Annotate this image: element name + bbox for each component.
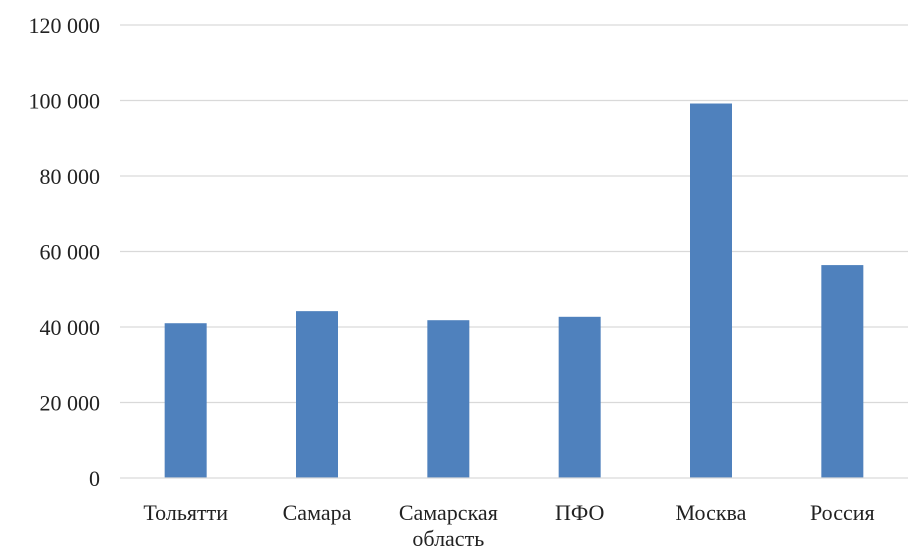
x-category-label-line: ПФО [555, 500, 604, 525]
x-category-label-line: Москва [676, 500, 747, 525]
x-category-label: Тольятти [143, 500, 228, 525]
x-category-label-line: Тольятти [143, 500, 228, 525]
bar [164, 323, 207, 478]
x-category-label-line: Россия [810, 500, 875, 525]
bar [427, 320, 470, 478]
bar [690, 103, 732, 479]
x-category-label: Самарская область [399, 500, 498, 548]
y-axis-tick-labels: 0 20 000 40 000 60 000 80 000 100 000 120 000 [29, 13, 101, 491]
bar [296, 311, 338, 478]
x-category-label: Россия [810, 500, 875, 525]
y-tick-label: 0 [89, 466, 100, 491]
y-tick-label: 60 000 [40, 240, 101, 265]
bar [821, 265, 864, 478]
y-tick-label: 120 000 [29, 13, 101, 38]
y-tick-label: 20 000 [40, 391, 101, 416]
x-category-label: ПФО [555, 500, 604, 525]
bar [558, 316, 601, 478]
x-category-label-line: Самарская [399, 500, 498, 525]
grid-lines [120, 24, 908, 404]
x-category-label: Москва [676, 500, 747, 525]
y-tick-label: 80 000 [40, 164, 101, 189]
bars [164, 103, 864, 479]
x-category-label: Самара [283, 500, 352, 525]
x-axis-category-labels: Тольятти Самара Самарская область ПФО Москва Р… [143, 500, 874, 548]
y-tick-label: 40 000 [40, 315, 101, 340]
x-category-label-line: область [412, 526, 484, 548]
x-category-label-line: Самара [283, 500, 352, 525]
y-tick-label: 100 000 [29, 89, 101, 114]
